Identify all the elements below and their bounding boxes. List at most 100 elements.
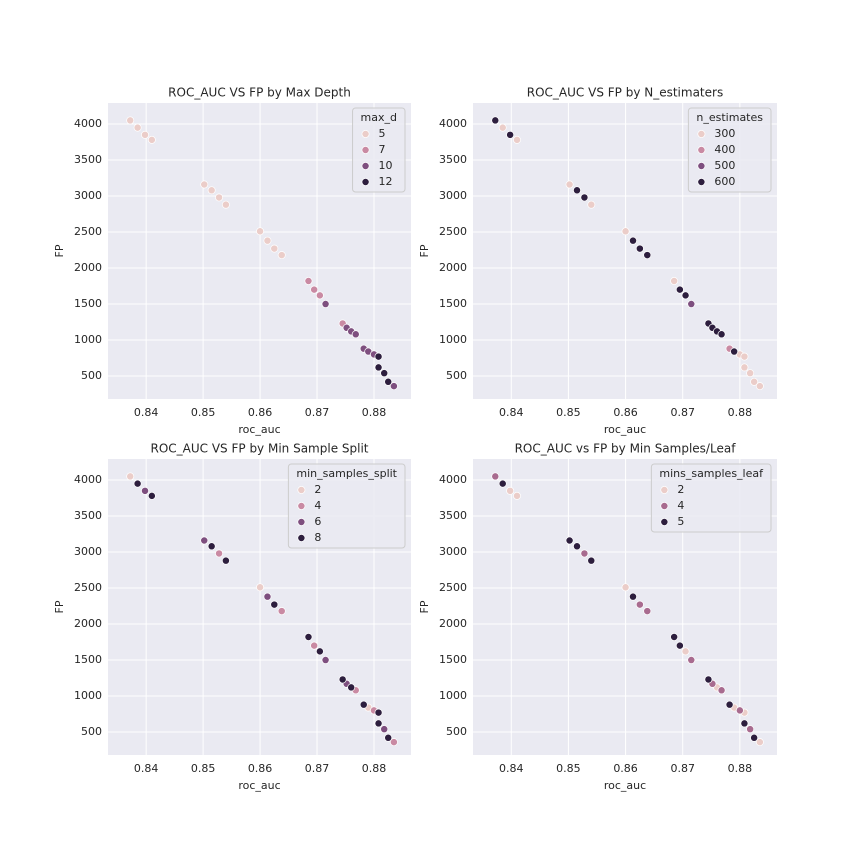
x-axis-label: roc_auc <box>238 779 280 792</box>
y-tick-label: 2500 <box>439 581 467 594</box>
point <box>687 656 696 664</box>
point <box>670 633 679 641</box>
legend-label: 5 <box>677 515 684 528</box>
x-tick-label: 0.85 <box>191 762 216 775</box>
point <box>384 733 393 742</box>
x-tick-label: 0.88 <box>362 762 387 775</box>
point <box>215 549 224 558</box>
legend: max_d 5 7 10 12 <box>352 107 406 193</box>
point <box>315 647 324 656</box>
point <box>304 277 313 285</box>
point <box>256 227 265 236</box>
legend-label: 10 <box>379 159 393 172</box>
point <box>643 251 652 260</box>
chart-title: ROC_AUC VS FP by Max Depth <box>168 86 351 100</box>
legend-marker <box>697 162 706 170</box>
point <box>750 733 759 742</box>
legend-label: 5 <box>379 127 386 140</box>
point <box>380 725 389 734</box>
point <box>270 600 279 609</box>
point <box>347 683 356 692</box>
y-tick-label: 500 <box>81 725 102 738</box>
point <box>587 556 596 565</box>
point <box>141 486 149 495</box>
legend-title: max_d <box>361 111 397 124</box>
point <box>506 486 515 495</box>
point <box>687 300 696 308</box>
y-tick-label: 1500 <box>74 297 102 310</box>
point <box>147 135 156 144</box>
legend-marker <box>660 502 669 510</box>
legend-marker <box>297 502 306 510</box>
x-tick-label: 0.86 <box>613 406 638 419</box>
point <box>141 130 149 139</box>
point <box>315 291 324 300</box>
legend-marker <box>361 178 370 186</box>
y-axis-label: FP <box>418 244 431 257</box>
point <box>207 186 216 195</box>
point <box>755 382 764 391</box>
point <box>629 592 637 601</box>
point <box>740 352 749 361</box>
x-tick-label: 0.88 <box>728 406 753 419</box>
y-tick-label: 1000 <box>439 333 467 346</box>
point <box>310 641 319 650</box>
point <box>221 556 230 565</box>
point <box>580 549 589 558</box>
y-tick-label: 1500 <box>439 297 467 310</box>
y-axis-label: FP <box>53 244 66 257</box>
legend-label: 500 <box>714 159 735 172</box>
point <box>735 706 744 715</box>
point <box>338 675 347 684</box>
point <box>643 607 652 616</box>
point <box>635 244 644 253</box>
point <box>263 592 272 601</box>
point <box>681 647 690 656</box>
point <box>221 200 230 209</box>
point <box>380 369 389 378</box>
y-tick-label: 1000 <box>74 333 102 346</box>
x-tick-label: 0.88 <box>362 406 387 419</box>
legend-label: 7 <box>379 143 386 156</box>
x-tick-label: 0.85 <box>556 406 581 419</box>
legend-box <box>352 107 406 193</box>
y-tick-label: 3500 <box>74 153 102 166</box>
y-tick-label: 3500 <box>74 509 102 522</box>
legend-box <box>287 463 406 549</box>
point <box>384 377 393 386</box>
legend-label: 12 <box>379 175 393 188</box>
y-tick-label: 3000 <box>74 189 102 202</box>
y-tick-label: 500 <box>446 725 467 738</box>
point <box>310 285 319 294</box>
x-tick-label: 0.85 <box>191 406 216 419</box>
point <box>730 347 739 356</box>
legend-marker <box>297 518 306 526</box>
y-tick-label: 1500 <box>439 653 467 666</box>
point <box>277 607 286 616</box>
point <box>746 369 755 378</box>
point <box>374 363 383 372</box>
legend: n_estimates 300 400 500 600 <box>687 107 772 193</box>
legend-marker <box>361 130 370 138</box>
legend-label: 4 <box>677 499 684 512</box>
x-axis-label: roc_auc <box>604 779 646 792</box>
y-tick-label: 1000 <box>439 689 467 702</box>
point <box>133 123 142 132</box>
point <box>675 285 684 294</box>
point <box>200 536 209 545</box>
legend-marker <box>361 146 370 154</box>
legend-label: 2 <box>314 483 321 496</box>
point <box>256 583 265 592</box>
y-axis-label: FP <box>418 600 431 613</box>
point <box>491 116 500 125</box>
y-tick-label: 1500 <box>74 653 102 666</box>
point <box>717 330 726 339</box>
y-tick-label: 500 <box>81 369 102 382</box>
point <box>133 479 142 488</box>
legend-label: 2 <box>677 483 684 496</box>
legend-marker <box>297 486 306 494</box>
y-tick-label: 2500 <box>439 225 467 238</box>
x-tick-label: 0.88 <box>728 762 753 775</box>
legend-marker <box>697 178 706 186</box>
